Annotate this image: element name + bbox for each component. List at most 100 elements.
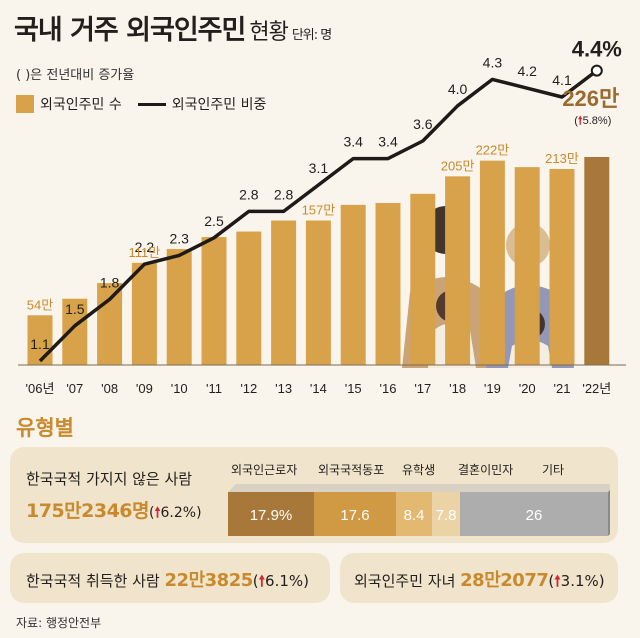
- non-citizen-count: 175만2346명: [26, 500, 150, 522]
- line-label-16: 4.4%: [572, 37, 622, 62]
- bar-2: [97, 283, 123, 365]
- line-label-14: 4.2: [517, 63, 537, 79]
- bar-14: [514, 167, 540, 365]
- up-arrow-icon: 🠕: [154, 505, 161, 521]
- line-label-6: 2.8: [239, 186, 259, 202]
- segment-top-2: [396, 484, 440, 492]
- type-label-students: 유학생: [402, 463, 436, 477]
- line-label-13: 4.3: [483, 54, 503, 70]
- highlight-change-value: 5.8%): [583, 115, 612, 127]
- segment-label-0: 17.9%: [250, 507, 293, 524]
- bar-8: [305, 220, 331, 365]
- segment-side: [608, 490, 610, 536]
- segment-top-4: [460, 484, 610, 492]
- growth-note: ( )은 전년대비 증가율: [16, 68, 135, 83]
- legend-line-swatch: [137, 102, 166, 106]
- type-label-workers: 외국인근로자: [231, 463, 298, 477]
- bar-label-15: 213만: [545, 151, 579, 166]
- line-label-1: 1.5: [65, 301, 85, 317]
- bar-13: [479, 160, 505, 365]
- children-text: 외국인주민 자녀 28만2077(🠕3.1%): [354, 570, 605, 591]
- segment-1: [314, 492, 396, 536]
- segment-label-3: 7.8: [436, 507, 457, 524]
- segment-top-3: [432, 484, 468, 492]
- segment-0: [228, 492, 314, 536]
- naturalized-text: 한국국적 취득한 사람 22만3825(🠕6.1%): [26, 570, 310, 591]
- x-tick-label-0: '06년: [26, 381, 55, 396]
- line-label-10: 3.4: [378, 134, 398, 150]
- x-tick-label-8: '14: [310, 381, 327, 396]
- line-label-11: 3.6: [413, 116, 433, 132]
- x-tick-label-10: '16: [380, 381, 397, 396]
- bar-0: [27, 315, 53, 365]
- source-credit: 자료: 행정안전부: [16, 616, 102, 630]
- line-label-15: 4.1: [552, 72, 572, 88]
- type-stacked-bar: 17.9% 17.6 8.4 7.8 26: [228, 484, 610, 536]
- bar-label-8: 157만: [302, 203, 336, 218]
- x-tick-label-11: '17: [414, 381, 431, 396]
- line-label-7: 2.8: [274, 186, 294, 202]
- line-label-8: 3.1: [309, 160, 329, 176]
- line-label-4: 2.3: [169, 230, 189, 246]
- line-label-12: 4.0: [448, 81, 468, 97]
- children-panel: [340, 553, 618, 603]
- line-label-9: 3.4: [343, 134, 363, 150]
- segment-label-1: 17.6: [340, 507, 369, 524]
- segment-top-0: [228, 484, 322, 492]
- bar-label-0: 54만: [27, 297, 53, 312]
- bar-label-13: 222만: [476, 143, 510, 158]
- bar-label-3: 111만: [129, 245, 161, 260]
- non-citizen-label: 한국국적 가지지 않은 사람: [26, 470, 193, 488]
- segment-label-2: 8.4: [404, 507, 425, 524]
- bar-11: [410, 193, 436, 365]
- up-arrow-icon: 🠕: [578, 114, 583, 127]
- x-tick-label-9: '15: [345, 381, 362, 396]
- bar-10: [375, 203, 401, 365]
- highlight-value-label: 226만: [562, 86, 619, 111]
- non-citizen-change: (🠕6.2%): [149, 505, 202, 521]
- x-tick-label-12: '18: [449, 381, 466, 396]
- bar-9: [340, 204, 366, 365]
- segment-top-1: [314, 484, 404, 492]
- bar-5: [201, 237, 227, 365]
- up-arrow-icon: 🠕: [554, 572, 561, 590]
- legend-bar-swatch: [16, 95, 34, 113]
- segment-2: [396, 492, 432, 536]
- legend-bar-label: 외국인주민 수: [40, 97, 122, 113]
- children-change: 3.1%: [560, 572, 599, 590]
- page-title: 국내 거주 외국인주민 현황 단위: 명: [14, 8, 332, 47]
- bar-6: [236, 231, 262, 365]
- naturalized-value: 22만3825: [164, 570, 254, 591]
- segment-label-4: 26: [526, 507, 543, 524]
- naturalized-change: 6.1%: [265, 572, 304, 590]
- paren-open: (: [574, 115, 578, 127]
- x-tick-label-1: '07: [66, 381, 83, 396]
- children-label: 외국인주민 자녀: [354, 572, 456, 590]
- share-line: [38, 69, 598, 363]
- x-tick-label-7: '13: [275, 381, 292, 396]
- legend-line-label: 외국인주민 비중: [171, 97, 267, 113]
- unit-label: 단위: 명: [291, 28, 332, 43]
- x-tick-label-3: '09: [136, 381, 153, 396]
- title-main: 국내 거주 외국인주민: [14, 15, 246, 46]
- x-tick-label-5: '11: [206, 381, 222, 396]
- share-line-end-marker: [590, 64, 603, 77]
- type-heading: 유형별: [16, 416, 74, 440]
- type-label-other: 기타: [542, 463, 565, 477]
- up-arrow-icon: 🠕: [258, 572, 266, 590]
- x-tick-label-16: '22년: [582, 381, 611, 396]
- type-label-compatriots: 외국국적동포: [318, 463, 385, 477]
- segment-3: [432, 492, 460, 536]
- naturalized-panel: [10, 553, 330, 603]
- bar-12: [445, 176, 471, 365]
- x-tick-label-4: '10: [171, 381, 188, 396]
- bar-line-chart: 1.1 1.5 1.8 2.2 2.3 2.5 2.8 2.8 3.1 3.4 3.4 3.6 4.0 4…: [18, 37, 626, 396]
- children-value: 28만2077: [460, 570, 549, 591]
- non-citizen-change-value: 6.2%: [160, 505, 197, 521]
- bar-15: [549, 168, 575, 365]
- x-tick-label-15: '21: [554, 381, 571, 396]
- title-sub: 현황: [249, 20, 288, 45]
- x-tick-label-14: '20: [519, 381, 536, 396]
- bar-3: [131, 262, 157, 365]
- x-tick-label-2: '08: [101, 381, 118, 396]
